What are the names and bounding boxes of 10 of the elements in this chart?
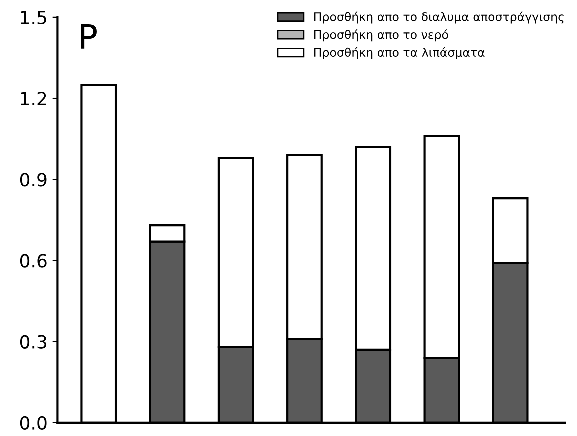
- y-tick-label: 0.3: [20, 335, 47, 349]
- legend-label: Προσθήκη απο το διαλυμα αποστράγγισης: [314, 12, 564, 24]
- y-tick-label: 0.0: [20, 416, 47, 430]
- y-tick-label: 0.6: [20, 254, 47, 268]
- y-tick-label: 0.9: [20, 173, 47, 187]
- y-tick-label: 1.5: [21, 11, 46, 25]
- chart-title: P: [81, 24, 97, 49]
- legend-label: Προσθήκη απο το νερό: [314, 30, 448, 42]
- legend-label: Προσθήκη απο τα λιπάσματα: [314, 47, 485, 60]
- y-tick-label: 1.2: [21, 92, 46, 106]
